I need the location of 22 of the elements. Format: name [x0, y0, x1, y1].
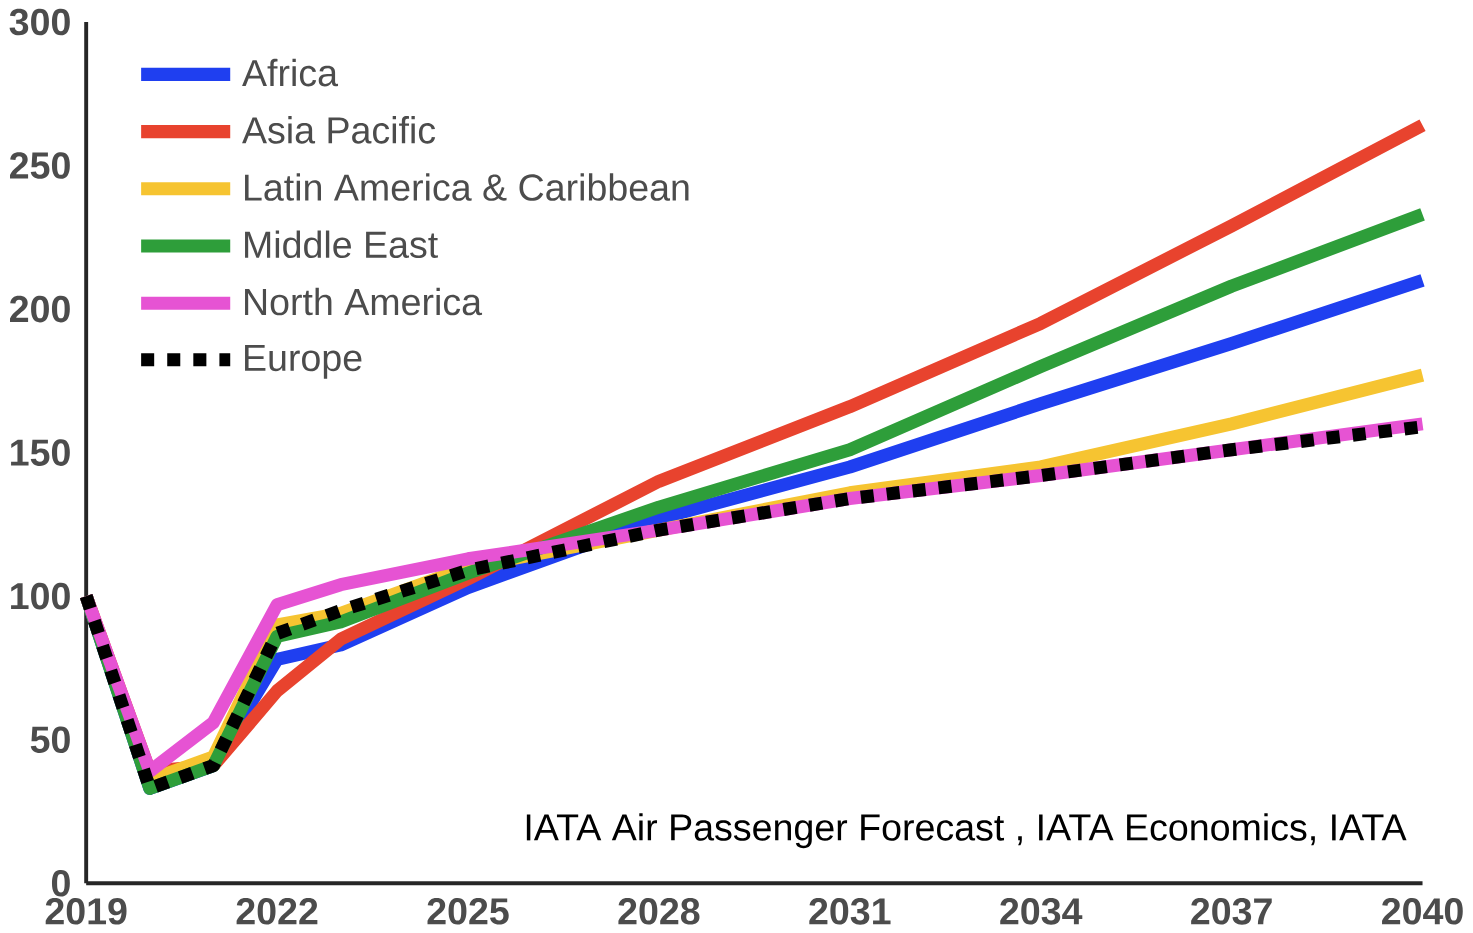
x-tick-label: 2040	[1382, 897, 1463, 925]
legend-label: Africa	[242, 58, 339, 87]
x-tick-label: 2031	[809, 897, 891, 925]
y-tick-label: 50	[30, 726, 70, 753]
legend-label: Latin America & Caribbean	[245, 173, 689, 201]
x-tick-label: 2037	[1191, 897, 1272, 925]
x-tick-label: 2028	[618, 897, 700, 925]
y-tick-label: 200	[10, 295, 70, 323]
legend-label: Middle East	[245, 230, 438, 258]
x-tick-label: 2025	[427, 897, 509, 925]
x-tick-label: 2022	[236, 897, 318, 925]
y-tick-label: 100	[11, 582, 70, 610]
x-tick-label: 2019	[45, 897, 127, 925]
y-tick-label: 0	[51, 869, 70, 897]
annotation: IATA Air Passenger Forecast , IATA Economics, IATA	[526, 812, 1407, 849]
legend-label: Europe	[245, 344, 362, 379]
y-tick-label: 250	[10, 152, 70, 179]
x-tick-label: 2034	[1000, 897, 1083, 925]
legend-label: North America	[245, 287, 483, 316]
y-tick-label: 150	[11, 439, 70, 466]
legend-label: Asia Pacific	[242, 115, 436, 144]
y-tick-label: 300	[9, 8, 70, 36]
